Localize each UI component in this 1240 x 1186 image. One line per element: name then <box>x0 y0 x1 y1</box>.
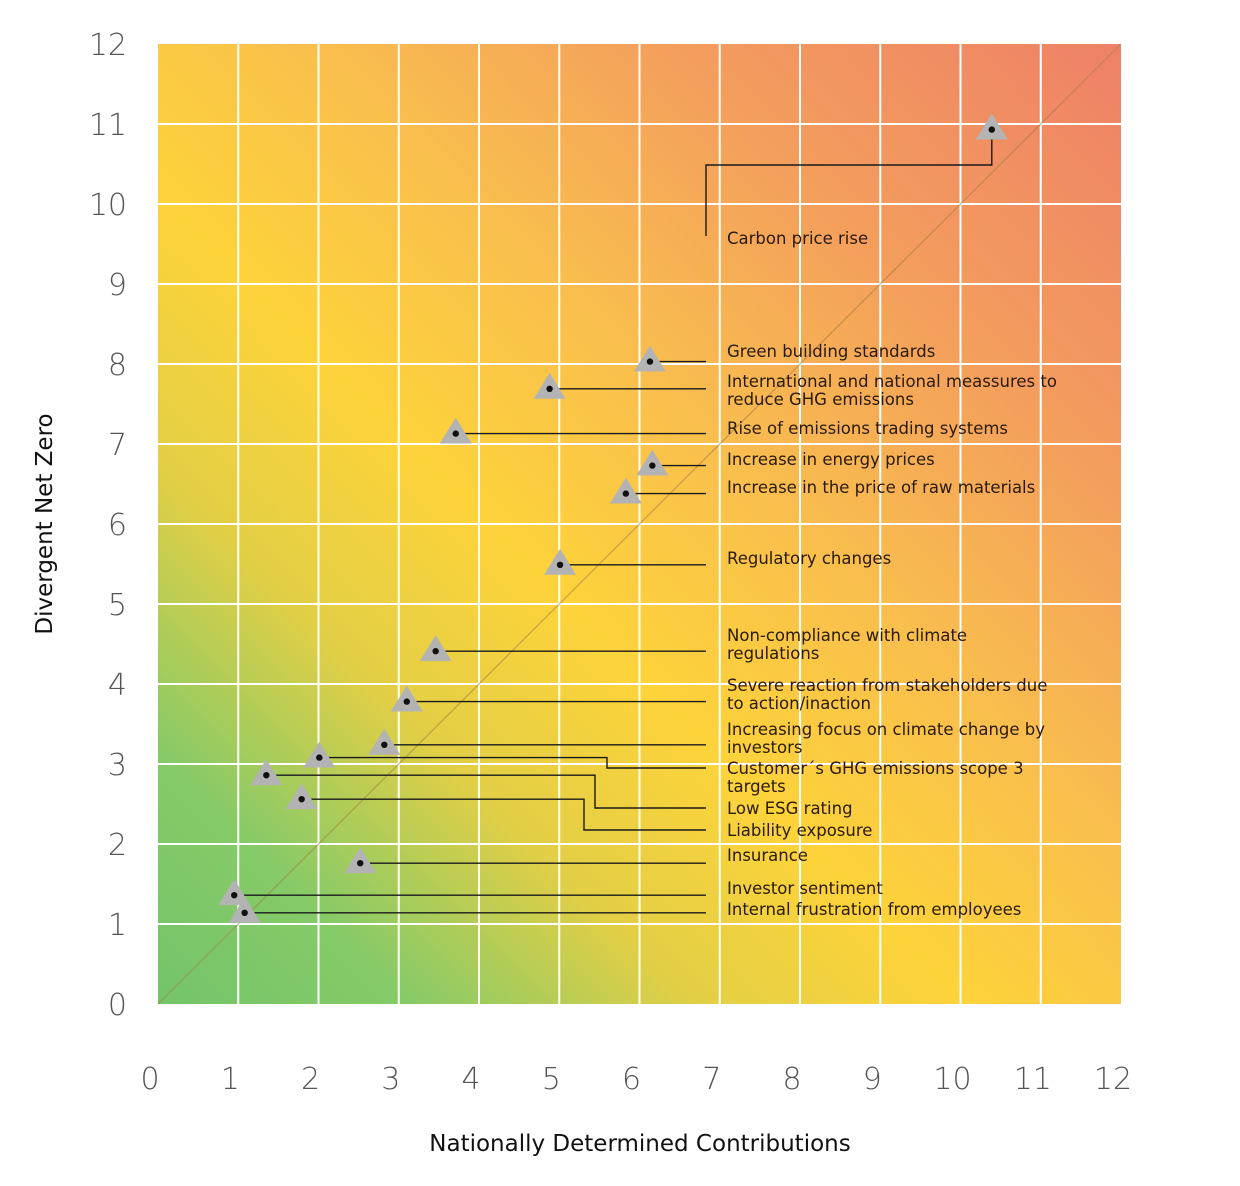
x-tick-label: 10 <box>933 1062 971 1097</box>
x-tick-label: 4 <box>461 1062 480 1097</box>
x-tick-label: 3 <box>381 1062 400 1097</box>
leader-line <box>301 798 706 831</box>
x-tick-label: 11 <box>1014 1062 1052 1097</box>
leader-line <box>319 756 706 769</box>
y-tick-label: 5 <box>108 588 127 623</box>
point-label: reduce GHG emissions <box>727 390 914 409</box>
x-tick-label: 9 <box>863 1062 882 1097</box>
data-point-dot <box>646 358 654 365</box>
point-label: Internal frustration from employees <box>727 900 1021 919</box>
y-tick-label: 11 <box>89 108 127 143</box>
x-tick-label: 7 <box>702 1062 721 1097</box>
point-label: Increase in the price of raw materials <box>727 478 1035 497</box>
data-point-dot <box>546 385 553 392</box>
x-tick-label: 2 <box>301 1062 320 1097</box>
grid-lines <box>158 44 1121 1004</box>
y-tick-label: 3 <box>108 748 127 783</box>
point-label: Rise of emissions trading systems <box>727 419 1008 438</box>
point-label: Non-compliance with climate <box>727 626 967 645</box>
y-tick-label: 6 <box>108 508 127 543</box>
leader-line <box>705 129 993 236</box>
data-point-dot <box>988 126 995 133</box>
data-markers <box>218 113 1008 923</box>
x-tick-label: 1 <box>221 1062 240 1097</box>
data-point-dot <box>357 860 364 867</box>
point-label: targets <box>727 777 786 796</box>
data-point-dot <box>622 490 630 497</box>
point-label: Increasing focus on climate change by <box>727 720 1045 739</box>
data-point-dot <box>381 741 388 748</box>
data-point-dot <box>649 462 656 469</box>
y-tick-label: 2 <box>108 828 127 863</box>
point-labels: Carbon price rise Green building standard… <box>727 229 1057 919</box>
data-point-dot <box>403 698 410 705</box>
x-tick-label: 6 <box>622 1062 641 1097</box>
point-label: Increase in energy prices <box>727 450 935 469</box>
leader-lines <box>234 129 993 914</box>
data-point-dot <box>452 430 459 437</box>
diagonal-reference-line <box>157 43 1122 1005</box>
point-label: to action/inaction <box>727 694 871 713</box>
x-tick-label: 5 <box>542 1062 561 1097</box>
point-label: Severe reaction from stakeholders due <box>727 676 1047 695</box>
data-point-dot <box>556 561 564 568</box>
x-axis-ticks: 0 1 2 3 4 5 6 7 8 9 10 11 12 <box>140 1062 1132 1097</box>
data-point-dot <box>298 796 305 803</box>
y-tick-label: 4 <box>108 668 127 703</box>
point-label: Insurance <box>727 846 808 865</box>
data-point-dot <box>316 754 323 761</box>
point-label: Carbon price rise <box>727 229 868 248</box>
point-label: Customer´s GHG emissions scope 3 <box>727 759 1024 778</box>
point-label: Low ESG rating <box>727 799 853 818</box>
data-point-dot <box>432 648 439 655</box>
point-label: Green building standards <box>727 342 935 361</box>
y-tick-label: 10 <box>89 188 127 223</box>
y-tick-label: 12 <box>89 28 127 63</box>
data-point-dot <box>231 892 238 899</box>
x-tick-label: 0 <box>140 1062 159 1097</box>
y-axis-title: Divergent Net Zero <box>32 413 58 634</box>
point-label: Liability exposure <box>727 821 872 840</box>
point-label: regulations <box>727 644 819 663</box>
point-label: investors <box>727 738 803 757</box>
leader-line <box>266 774 706 809</box>
y-tick-label: 9 <box>108 268 127 303</box>
x-axis-title: Nationally Determined Contributions <box>429 1131 850 1157</box>
point-label: Regulatory changes <box>727 549 891 568</box>
y-tick-label: 8 <box>108 348 127 383</box>
data-point-dot <box>263 772 270 779</box>
point-label: International and national meassures to <box>727 372 1057 391</box>
data-point-dot <box>241 909 248 916</box>
y-tick-label: 0 <box>108 988 127 1023</box>
point-label: Investor sentiment <box>727 879 883 898</box>
y-tick-label: 7 <box>108 428 127 463</box>
x-tick-label: 8 <box>782 1062 801 1097</box>
x-tick-label: 12 <box>1094 1062 1132 1097</box>
y-tick-label: 1 <box>108 908 127 943</box>
